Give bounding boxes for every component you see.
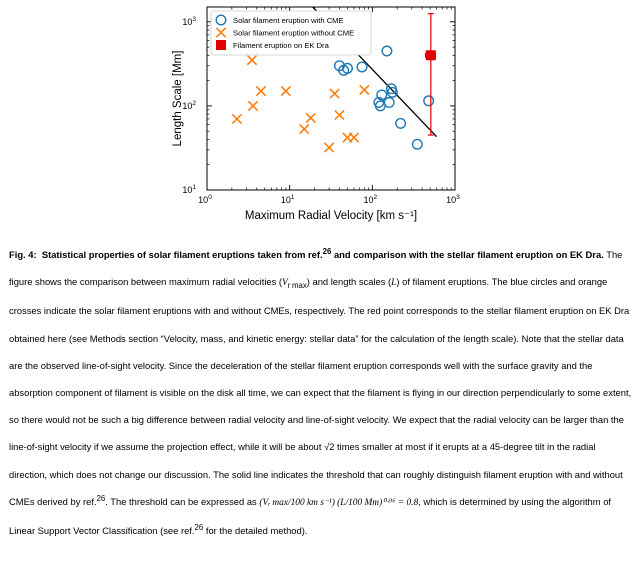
cme-circle-point [356, 61, 368, 73]
no-cme-cross-point [305, 112, 316, 124]
vmax-subscript: r max [287, 281, 307, 291]
caption-body-3: ) of filament eruptions. The blue circle… [9, 276, 632, 453]
caption-title: Fig. 4: Statistical properties of solar … [9, 246, 604, 260]
caption-body-1: The figure shows the comparison between … [9, 249, 623, 288]
x-tick-label: 101 [281, 194, 295, 205]
y-tick-label-exponent: 3 [192, 16, 196, 23]
vmax-symbol: V [282, 278, 288, 289]
cme-circle-point [395, 117, 407, 129]
legend-cross-icon [215, 27, 227, 38]
no-cme-cross-point [359, 84, 370, 96]
legend-entry-label: Filament eruption on EK Dra [233, 41, 330, 50]
no-cme-cross-point [247, 100, 259, 112]
cme-circle-point [376, 89, 388, 101]
legend-square-icon [216, 40, 226, 50]
figure-caption: Fig. 4: Statistical properties of solar … [9, 241, 635, 544]
sqrt-two: √2 [324, 441, 335, 453]
y-tick-label: 103 [182, 16, 196, 27]
y-tick-label: 101 [182, 184, 196, 195]
cme-circle-point [383, 96, 395, 108]
cme-circle-point [411, 138, 423, 150]
y-axis-label: Length Scale [Mm] [172, 51, 184, 147]
x-tick-label-exponent: 0 [208, 194, 212, 201]
figure: 100 101 102 103 101 102 103 Maximum Radial Velo… [165, 0, 465, 235]
length-symbol: L [391, 278, 397, 289]
x-tick-label: 102 [364, 194, 378, 205]
no-cme-cross-point [299, 123, 310, 135]
no-cme-cross-point [329, 88, 340, 99]
caption-ref: 26 [96, 493, 106, 503]
no-cme-cross-point [231, 113, 243, 125]
no-cme-cross-point [323, 142, 335, 153]
series-0 [333, 45, 435, 150]
x-tick-label: 103 [446, 194, 460, 205]
no-cme-cross-point [334, 109, 345, 121]
legend-box [210, 10, 372, 56]
legend-circle-icon [215, 14, 227, 26]
caption-title-text-1: Statistical properties of solar filament… [41, 249, 323, 260]
cme-circle-point [423, 95, 435, 107]
ek-dra-square-point [425, 50, 436, 61]
legend: Solar filament eruption with CME Solar fi… [210, 10, 372, 56]
caption-title-text-2: and comparison with the stellar filament… [331, 249, 604, 260]
axes-frame [206, 6, 456, 191]
caption-title-ref: 26 [322, 246, 332, 256]
caption-body-4: times smaller at most if it erupts at a … [9, 441, 623, 507]
cme-circle-point [341, 62, 353, 74]
caption-ref-2: 26 [194, 522, 204, 532]
caption-body-6: , which is determined by using the algor… [9, 495, 612, 537]
series-2 [424, 13, 437, 136]
x-tick-label-exponent: 3 [456, 194, 460, 201]
caption-body-2: ) and length scales ( [306, 276, 392, 288]
legend-entry-label: Solar filament eruption with CME [233, 16, 344, 25]
cme-circle-point [374, 100, 386, 112]
series-1 [231, 54, 370, 153]
caption-fig-label: Fig. 4: [9, 249, 37, 260]
no-cme-cross-point [348, 132, 360, 143]
no-cme-cross-point [255, 85, 267, 97]
x-tick-label: 100 [198, 194, 212, 205]
cme-circle-point [381, 45, 393, 57]
cme-circle-point [386, 86, 398, 98]
caption-body-5: . The threshold can be expressed as [105, 495, 260, 507]
threshold-formula: (Vᵣ max/100 km s⁻¹) (L/100 Mm)⁰⋅⁹⁶ = 0.8 [259, 497, 419, 508]
y-tick-label: 102 [182, 100, 196, 111]
y-tick-label-exponent: 2 [192, 100, 196, 107]
y-tick-label-exponent: 1 [192, 184, 196, 191]
no-cme-cross-point [280, 85, 292, 97]
no-cme-cross-point [246, 54, 258, 66]
legend-entry-label: Solar filament eruption without CME [233, 29, 354, 38]
x-axis-label: Maximum Radial Velocity [km s⁻¹] [245, 210, 417, 222]
x-tick-label-exponent: 2 [374, 194, 378, 201]
x-tick-label-exponent: 1 [291, 194, 295, 201]
caption-body-7: for the detailed method). [203, 525, 308, 537]
